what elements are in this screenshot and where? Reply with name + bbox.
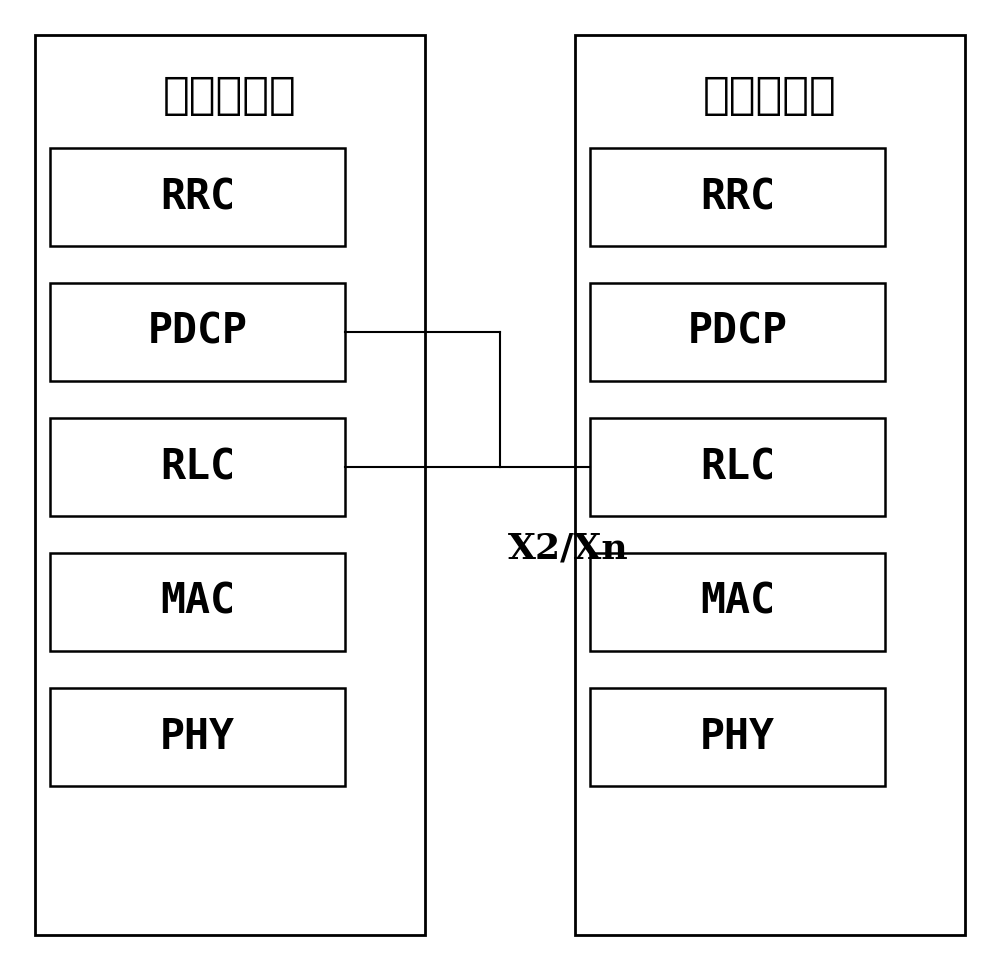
Text: PDCP: PDCP [688, 311, 788, 353]
Polygon shape [590, 283, 885, 381]
Polygon shape [50, 418, 345, 516]
Text: PHY: PHY [700, 716, 775, 758]
Text: RLC: RLC [160, 446, 235, 488]
Polygon shape [50, 688, 345, 786]
Polygon shape [590, 553, 885, 651]
Polygon shape [590, 148, 885, 246]
Text: 业务主基站: 业务主基站 [163, 74, 297, 116]
Text: MAC: MAC [160, 581, 235, 623]
Polygon shape [575, 35, 965, 935]
Polygon shape [590, 688, 885, 786]
Polygon shape [50, 148, 345, 246]
Polygon shape [35, 35, 425, 935]
Polygon shape [50, 553, 345, 651]
Text: RRC: RRC [160, 176, 235, 218]
Text: X2/Xn: X2/Xn [508, 531, 629, 565]
Text: RLC: RLC [700, 446, 775, 488]
Polygon shape [590, 418, 885, 516]
Text: PDCP: PDCP [148, 311, 248, 353]
Text: MAC: MAC [700, 581, 775, 623]
Text: 业务辅基站: 业务辅基站 [703, 74, 837, 116]
Text: PHY: PHY [160, 716, 235, 758]
Text: RRC: RRC [700, 176, 775, 218]
Polygon shape [50, 283, 345, 381]
